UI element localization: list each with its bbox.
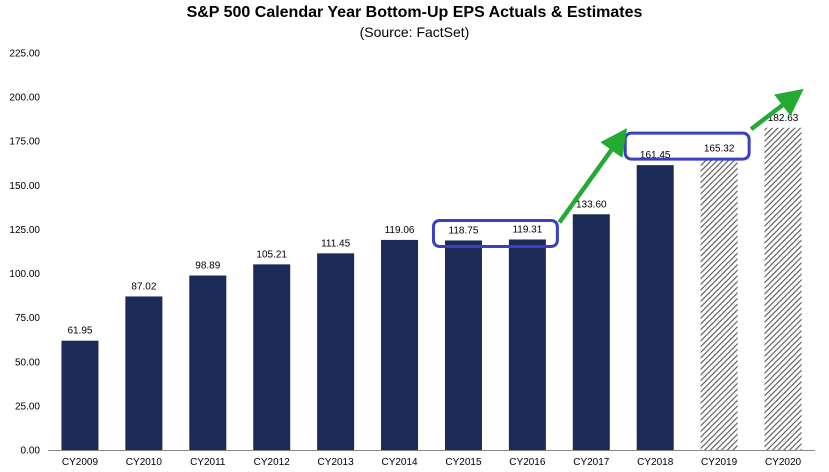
data-label: 87.02 [131, 281, 156, 292]
bar-actual [61, 340, 99, 450]
data-label: 165.32 [704, 143, 735, 154]
chart-title: S&P 500 Calendar Year Bottom-Up EPS Actu… [186, 4, 643, 21]
bar-estimate [700, 158, 738, 450]
data-label: 133.60 [576, 199, 607, 210]
highlight-box-2015-2016 [431, 218, 559, 248]
y-tick-label: 75.00 [15, 313, 40, 324]
x-axis: CY2009 CY2010 CY2011 CY2012 CY2013 CY2014 CY20… [48, 450, 815, 468]
bar-actual [636, 165, 674, 451]
x-tick-label: CY2015 [445, 457, 482, 468]
x-tick-label: CY2014 [381, 457, 418, 468]
bar-actual [572, 214, 610, 450]
y-axis: 0.00 25.00 50.00 75.00 100.00 125.00 150.00 175… [9, 49, 40, 457]
data-label: 119.31 [512, 224, 542, 235]
bar-estimate [764, 127, 802, 450]
chart-subtitle: (Source: FactSet) [359, 24, 470, 40]
trend-arrow [749, 88, 804, 131]
data-label: 98.89 [195, 261, 220, 272]
x-tick-label: CY2018 [637, 457, 674, 468]
bar-actual [125, 296, 163, 450]
x-tick-label: CY2016 [509, 457, 546, 468]
data-label: 111.45 [321, 238, 351, 249]
y-tick-label: 100.00 [9, 269, 40, 280]
data-label: 105.21 [256, 249, 287, 260]
y-tick-label: 25.00 [15, 401, 40, 412]
annotations [431, 88, 804, 248]
bar-actual [444, 240, 482, 450]
data-label: 61.95 [67, 326, 92, 337]
x-tick-label: CY2012 [254, 457, 291, 468]
y-tick-label: 225.00 [9, 49, 40, 60]
bar-actual [508, 239, 546, 450]
bar-actual [189, 275, 227, 450]
y-tick-label: 125.00 [9, 225, 40, 236]
trend-arrow [557, 128, 628, 224]
x-tick-label: CY2017 [573, 457, 610, 468]
data-label: 161.45 [640, 150, 671, 161]
bar-series: 61.95 87.02 98.89 105.21 111.45 119.06 118.75 1… [61, 113, 802, 451]
x-tick-label: CY2013 [318, 457, 355, 468]
x-tick-label: CY2009 [62, 457, 99, 468]
x-tick-label: CY2010 [126, 457, 163, 468]
x-tick-label: CY2011 [190, 457, 226, 468]
data-label: 119.06 [385, 225, 415, 236]
bar-actual [381, 239, 419, 450]
x-tick-label: CY2020 [765, 457, 802, 468]
bar-actual [317, 253, 355, 450]
y-tick-label: 175.00 [9, 137, 40, 148]
x-tick-label: CY2019 [701, 457, 738, 468]
y-tick-label: 0.00 [21, 446, 41, 457]
y-tick-label: 200.00 [9, 93, 40, 104]
data-label: 182.63 [768, 113, 799, 124]
y-tick-label: 50.00 [15, 357, 40, 368]
bar-actual [253, 264, 291, 450]
y-tick-label: 150.00 [9, 181, 40, 192]
data-label: 118.75 [449, 225, 479, 236]
